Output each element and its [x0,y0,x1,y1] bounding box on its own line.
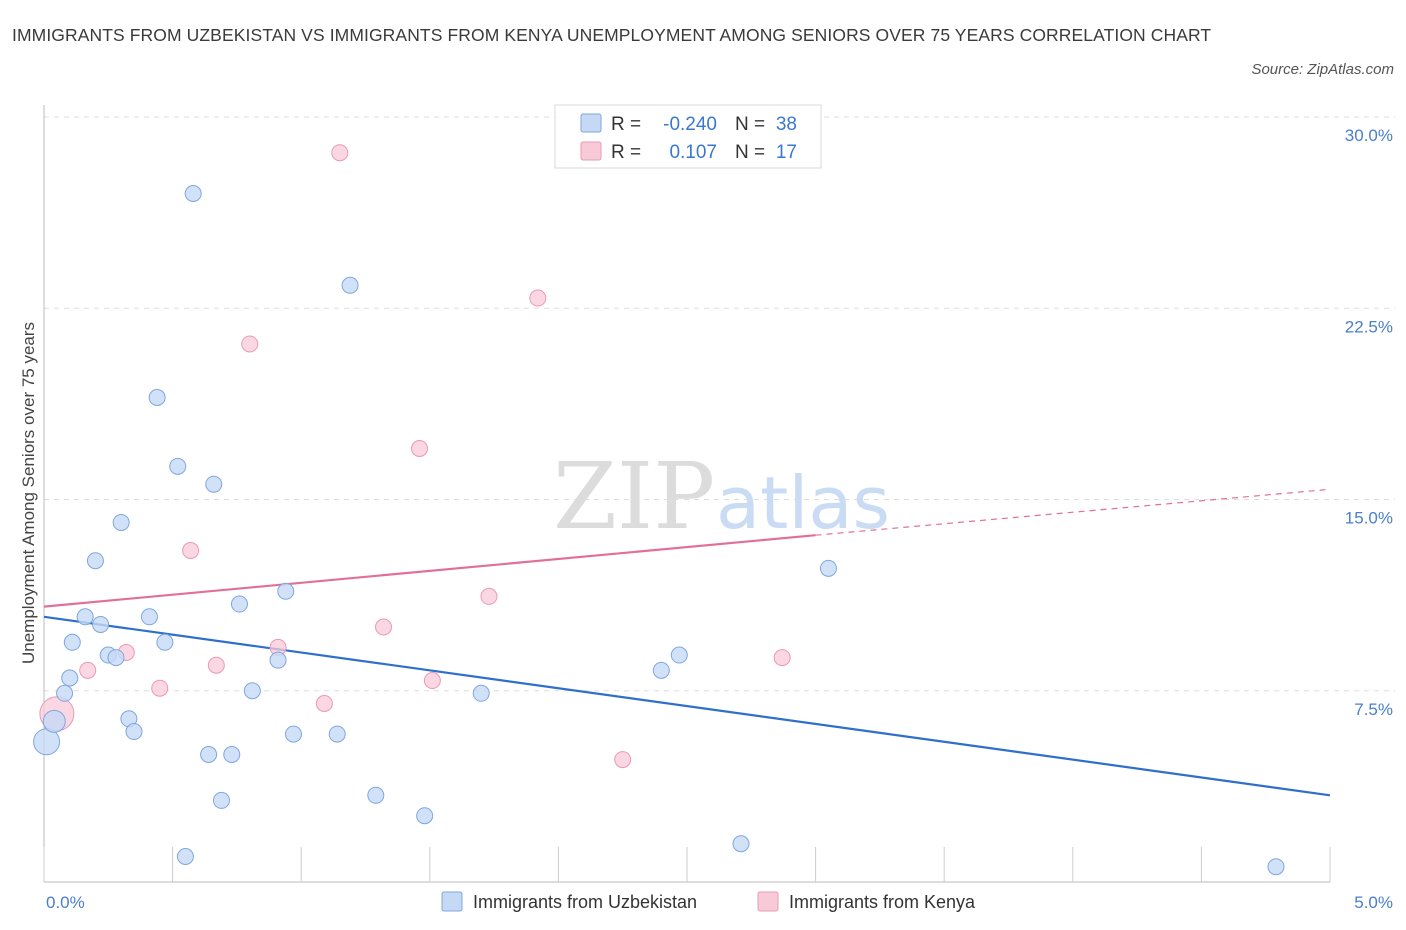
uzbekistan-point [732,835,750,853]
uzbekistan-point [61,669,79,687]
kenya-point [79,661,97,679]
kenya-point [614,751,632,769]
legend-kenya-swatch [757,891,779,912]
kenya-point [182,542,200,559]
uzbekistan-point [416,807,434,825]
n-value-kenya: 17 [776,142,797,163]
uzbekistan-point [277,582,295,600]
uzbekistan-point [140,608,158,626]
y-axis-label: Unemployment Among Seniors over 75 years [19,322,38,664]
uzbekistan-point [42,709,66,733]
kenya-point [315,695,333,712]
y-tick-label: 30.0% [1345,126,1393,145]
uzbekistan-point [243,682,261,700]
n-value-uzbekistan: 38 [776,114,797,135]
uzbekistan-point [63,633,81,651]
uzbekistan-point [125,723,143,741]
uzbekistan-point [284,725,302,743]
kenya-trend-extension [815,488,1331,536]
kenya-point [207,656,225,674]
kenya-point [151,679,169,697]
uzbekistan-point [156,633,174,651]
r-label-kenya: R = [611,142,641,163]
kenya-point [241,335,259,353]
stats-legend: R = -0.240 N = 38 R = 0.107 N = 17 [554,104,822,169]
uzbekistan-point [86,552,104,570]
uzbekistan-point [652,661,670,679]
uzbekistan-point [472,684,490,702]
uzbekistan-point [176,848,194,865]
kenya-point [529,289,547,307]
y-tick-label: 7.5% [1354,700,1393,719]
kenya-point [411,440,429,457]
kenya-point [480,587,498,605]
r-value-kenya: 0.107 [669,142,717,163]
n-label-uzbekistan: N = [735,114,765,135]
uzbekistan-point [1267,858,1285,876]
kenya-swatch [580,141,602,161]
uzbekistan-point [205,475,223,493]
data-points [33,144,1285,876]
watermark: ZIP atlas [553,443,890,550]
uzbekistan-point [169,457,187,475]
x-tick-label: 0.0% [46,893,85,912]
uzbekistan-swatch [580,113,602,133]
watermark-zip: ZIP [553,443,715,550]
chart-title: IMMIGRANTS FROM UZBEKISTAN VS IMMIGRANTS… [12,25,1212,45]
uzbekistan-point [184,185,202,202]
kenya-point [773,649,791,667]
r-value-uzbekistan: -0.240 [663,114,717,135]
uzbekistan-point [328,725,346,743]
kenya-point [375,618,393,636]
uzbekistan-point [112,513,130,531]
r-label-uzbekistan: R = [611,114,641,135]
kenya-point [423,672,441,690]
legend-uzbekistan-swatch [441,891,463,912]
uzbekistan-point [223,746,241,763]
uzbekistan-point [367,786,385,804]
kenya-point [331,144,349,162]
uzbekistan-point [212,791,230,809]
legend-uzbekistan-label: Immigrants from Uzbekistan [473,892,697,912]
uzbekistan-point [670,646,688,664]
y-tick-label: 22.5% [1345,317,1393,336]
uzbekistan-point [269,651,287,669]
uzbekistan-point [230,595,248,613]
uzbekistan-point [107,649,125,667]
series-legend: Immigrants from Uzbekistan Immigrants fr… [441,891,976,912]
uzbekistan-trend-line [43,615,1331,797]
uzbekistan-point [76,608,94,626]
source-label: Source: ZipAtlas.com [1251,61,1394,78]
x-tick-label: 5.0% [1354,893,1393,912]
y-tick-label: 15.0% [1345,509,1393,528]
uzbekistan-point [200,746,218,763]
uzbekistan-point [56,684,74,702]
uzbekistan-point [341,276,359,294]
n-label-kenya: N = [735,142,765,163]
tick-labels: 7.5% 15.0% 22.5% 30.0% 0.0% 5.0% [46,126,1393,912]
kenya-trend-line [43,534,816,608]
uzbekistan-point [92,615,110,633]
uzbekistan-point [148,389,166,406]
watermark-atlas: atlas [716,461,890,545]
legend-kenya-label: Immigrants from Kenya [789,892,976,912]
uzbekistan-point [819,559,837,577]
trend-lines [43,488,1331,797]
